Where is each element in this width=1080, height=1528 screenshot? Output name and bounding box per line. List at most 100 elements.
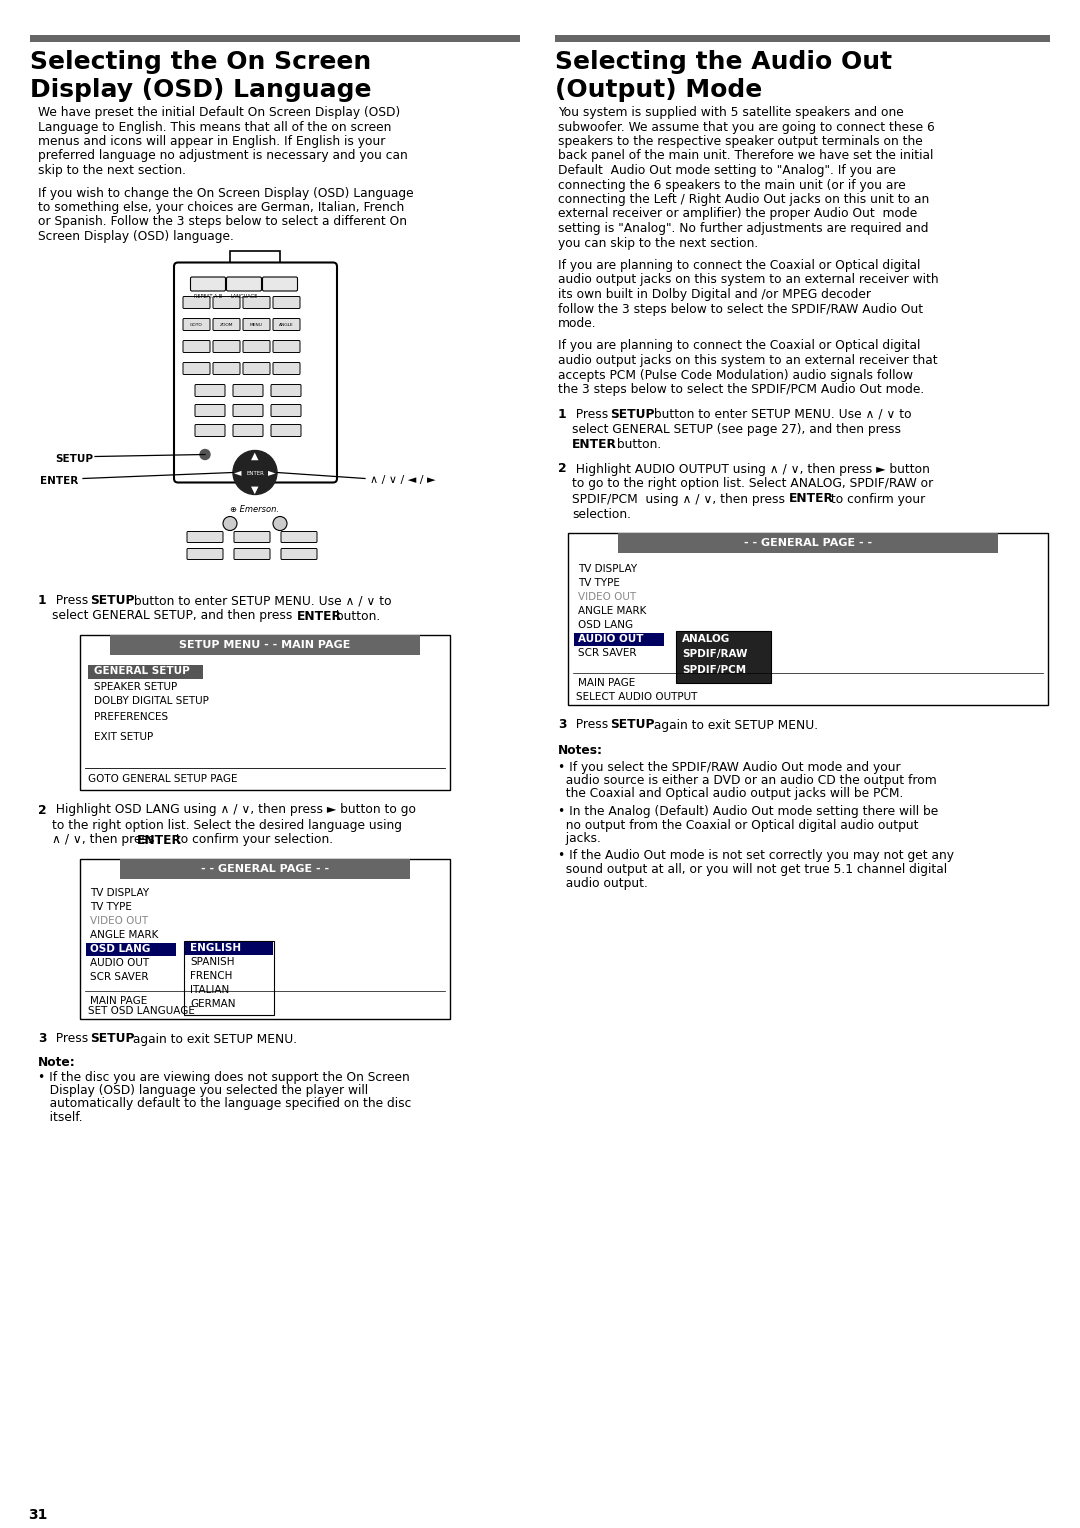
Circle shape bbox=[200, 449, 210, 460]
Text: to something else, your choices are German, Italian, French: to something else, your choices are Germ… bbox=[38, 202, 404, 214]
Bar bbox=[80, 634, 450, 790]
Bar bbox=[185, 941, 273, 955]
Text: • In the Analog (Default) Audio Out mode setting there will be: • In the Analog (Default) Audio Out mode… bbox=[558, 805, 939, 817]
Text: 1: 1 bbox=[558, 408, 567, 420]
Text: VIDEO OUT: VIDEO OUT bbox=[90, 915, 148, 926]
FancyBboxPatch shape bbox=[233, 385, 264, 396]
Text: SETUP: SETUP bbox=[610, 408, 654, 420]
Text: ENTER: ENTER bbox=[137, 833, 181, 847]
Text: SPEAKER SETUP: SPEAKER SETUP bbox=[94, 681, 177, 692]
Text: audio output.: audio output. bbox=[558, 877, 648, 889]
FancyBboxPatch shape bbox=[243, 318, 270, 330]
Text: ITALIAN: ITALIAN bbox=[190, 986, 229, 995]
Text: to go to the right option list. Select ANALOG, SPDIF/RAW or: to go to the right option list. Select A… bbox=[572, 477, 933, 490]
Text: ANGLE MARK: ANGLE MARK bbox=[578, 607, 646, 616]
Text: setting is "Analog". No further adjustments are required and: setting is "Analog". No further adjustme… bbox=[558, 222, 929, 235]
Text: accepts PCM (Pulse Code Modulation) audio signals follow: accepts PCM (Pulse Code Modulation) audi… bbox=[558, 368, 913, 382]
Text: TV TYPE: TV TYPE bbox=[90, 902, 132, 912]
Text: MENU: MENU bbox=[249, 322, 262, 327]
Bar bbox=[184, 941, 274, 1015]
Text: SETUP: SETUP bbox=[610, 718, 654, 732]
FancyBboxPatch shape bbox=[227, 277, 261, 290]
Text: you can skip to the next section.: you can skip to the next section. bbox=[558, 237, 758, 249]
Text: ENTER: ENTER bbox=[40, 475, 78, 486]
Text: SPDIF/PCM  using ∧ / ∨, then press: SPDIF/PCM using ∧ / ∨, then press bbox=[572, 492, 788, 506]
Text: Press: Press bbox=[568, 718, 612, 732]
FancyBboxPatch shape bbox=[273, 362, 300, 374]
Text: button to enter SETUP MENU. Use ∧ / ∨ to: button to enter SETUP MENU. Use ∧ / ∨ to bbox=[650, 408, 912, 420]
Text: preferred language no adjustment is necessary and you can: preferred language no adjustment is nece… bbox=[38, 150, 408, 162]
Text: ∧ / ∨ / ◄ / ►: ∧ / ∨ / ◄ / ► bbox=[370, 475, 435, 486]
Text: - - GENERAL PAGE - -: - - GENERAL PAGE - - bbox=[744, 538, 872, 547]
Text: Notes:: Notes: bbox=[558, 744, 603, 756]
Text: ZOOM: ZOOM bbox=[219, 322, 233, 327]
Text: VIDEO OUT: VIDEO OUT bbox=[578, 591, 636, 602]
FancyBboxPatch shape bbox=[233, 405, 264, 417]
Circle shape bbox=[273, 516, 287, 530]
Text: 1: 1 bbox=[38, 594, 46, 608]
Text: REPEAT A-B: REPEAT A-B bbox=[194, 293, 222, 299]
Text: the 3 steps below to select the SPDIF/PCM Audio Out mode.: the 3 steps below to select the SPDIF/PC… bbox=[558, 384, 924, 396]
Text: mode.: mode. bbox=[558, 316, 596, 330]
Text: subwoofer. We assume that you are going to connect these 6: subwoofer. We assume that you are going … bbox=[558, 121, 935, 133]
Bar bbox=[568, 532, 1048, 704]
Text: • If the disc you are viewing does not support the On Screen: • If the disc you are viewing does not s… bbox=[38, 1071, 409, 1083]
Text: Highlight OSD LANG using ∧ / ∨, then press ► button to go: Highlight OSD LANG using ∧ / ∨, then pre… bbox=[48, 804, 416, 816]
Text: Selecting the On Screen: Selecting the On Screen bbox=[30, 50, 372, 73]
Text: follow the 3 steps below to select the SPDIF/RAW Audio Out: follow the 3 steps below to select the S… bbox=[558, 303, 923, 315]
Text: SPDIF/RAW: SPDIF/RAW bbox=[681, 649, 747, 660]
Text: AUDIO OUT: AUDIO OUT bbox=[90, 958, 149, 969]
Bar bbox=[618, 532, 998, 553]
Text: You system is supplied with 5 satellite speakers and one: You system is supplied with 5 satellite … bbox=[558, 105, 904, 119]
Text: ENTER: ENTER bbox=[297, 610, 342, 622]
FancyBboxPatch shape bbox=[195, 405, 225, 417]
Text: LANGUAGE: LANGUAGE bbox=[230, 293, 258, 299]
Text: select GENERAL SETUP (see page 27), and then press: select GENERAL SETUP (see page 27), and … bbox=[572, 423, 901, 435]
FancyBboxPatch shape bbox=[213, 296, 240, 309]
Text: (Output) Mode: (Output) Mode bbox=[555, 78, 762, 102]
Text: Note:: Note: bbox=[38, 1056, 76, 1068]
Text: Display (OSD) language you selected the player will: Display (OSD) language you selected the … bbox=[38, 1083, 368, 1097]
FancyBboxPatch shape bbox=[183, 296, 210, 309]
Bar bbox=[230, 251, 280, 269]
Text: Selecting the Audio Out: Selecting the Audio Out bbox=[555, 50, 892, 73]
Text: SET OSD LANGUAGE: SET OSD LANGUAGE bbox=[87, 1007, 194, 1016]
Text: button.: button. bbox=[613, 437, 661, 451]
Text: TV TYPE: TV TYPE bbox=[578, 578, 620, 588]
Text: ANGLE MARK: ANGLE MARK bbox=[90, 931, 159, 940]
Text: itself.: itself. bbox=[38, 1111, 83, 1125]
Text: Language to English. This means that all of the on screen: Language to English. This means that all… bbox=[38, 121, 391, 133]
Text: again to exit SETUP MENU.: again to exit SETUP MENU. bbox=[650, 718, 819, 732]
Bar bbox=[555, 35, 1050, 41]
Text: SCR SAVER: SCR SAVER bbox=[578, 648, 636, 659]
FancyBboxPatch shape bbox=[281, 549, 318, 559]
Text: ENGLISH: ENGLISH bbox=[190, 943, 241, 953]
Text: back panel of the main unit. Therefore we have set the initial: back panel of the main unit. Therefore w… bbox=[558, 150, 933, 162]
Text: ⊕ Emerson.: ⊕ Emerson. bbox=[230, 504, 280, 513]
Bar bbox=[120, 859, 410, 879]
FancyBboxPatch shape bbox=[243, 362, 270, 374]
Text: to confirm your selection.: to confirm your selection. bbox=[172, 833, 333, 847]
Bar bbox=[676, 631, 771, 683]
Text: SELECT AUDIO OUTPUT: SELECT AUDIO OUTPUT bbox=[576, 692, 698, 701]
Text: Screen Display (OSD) language.: Screen Display (OSD) language. bbox=[38, 231, 234, 243]
Text: button.: button. bbox=[332, 610, 380, 622]
Text: TV DISPLAY: TV DISPLAY bbox=[90, 888, 149, 898]
FancyBboxPatch shape bbox=[187, 549, 222, 559]
FancyBboxPatch shape bbox=[234, 532, 270, 542]
Text: If you wish to change the On Screen Display (OSD) Language: If you wish to change the On Screen Disp… bbox=[38, 186, 414, 200]
Text: jacks.: jacks. bbox=[558, 833, 600, 845]
Text: SETUP: SETUP bbox=[90, 594, 135, 608]
Bar bbox=[30, 35, 519, 41]
Text: Press: Press bbox=[48, 594, 92, 608]
FancyBboxPatch shape bbox=[234, 549, 270, 559]
FancyBboxPatch shape bbox=[183, 341, 210, 353]
Text: Press: Press bbox=[568, 408, 612, 420]
Text: no output from the Coaxial or Optical digital audio output: no output from the Coaxial or Optical di… bbox=[558, 819, 918, 831]
Text: connecting the Left / Right Audio Out jacks on this unit to an: connecting the Left / Right Audio Out ja… bbox=[558, 193, 929, 206]
FancyBboxPatch shape bbox=[271, 405, 301, 417]
Text: GERMAN: GERMAN bbox=[190, 999, 235, 1008]
Text: If you are planning to connect the Coaxial or Optical digital: If you are planning to connect the Coaxi… bbox=[558, 260, 920, 272]
FancyBboxPatch shape bbox=[183, 318, 210, 330]
Text: 2: 2 bbox=[558, 463, 567, 475]
